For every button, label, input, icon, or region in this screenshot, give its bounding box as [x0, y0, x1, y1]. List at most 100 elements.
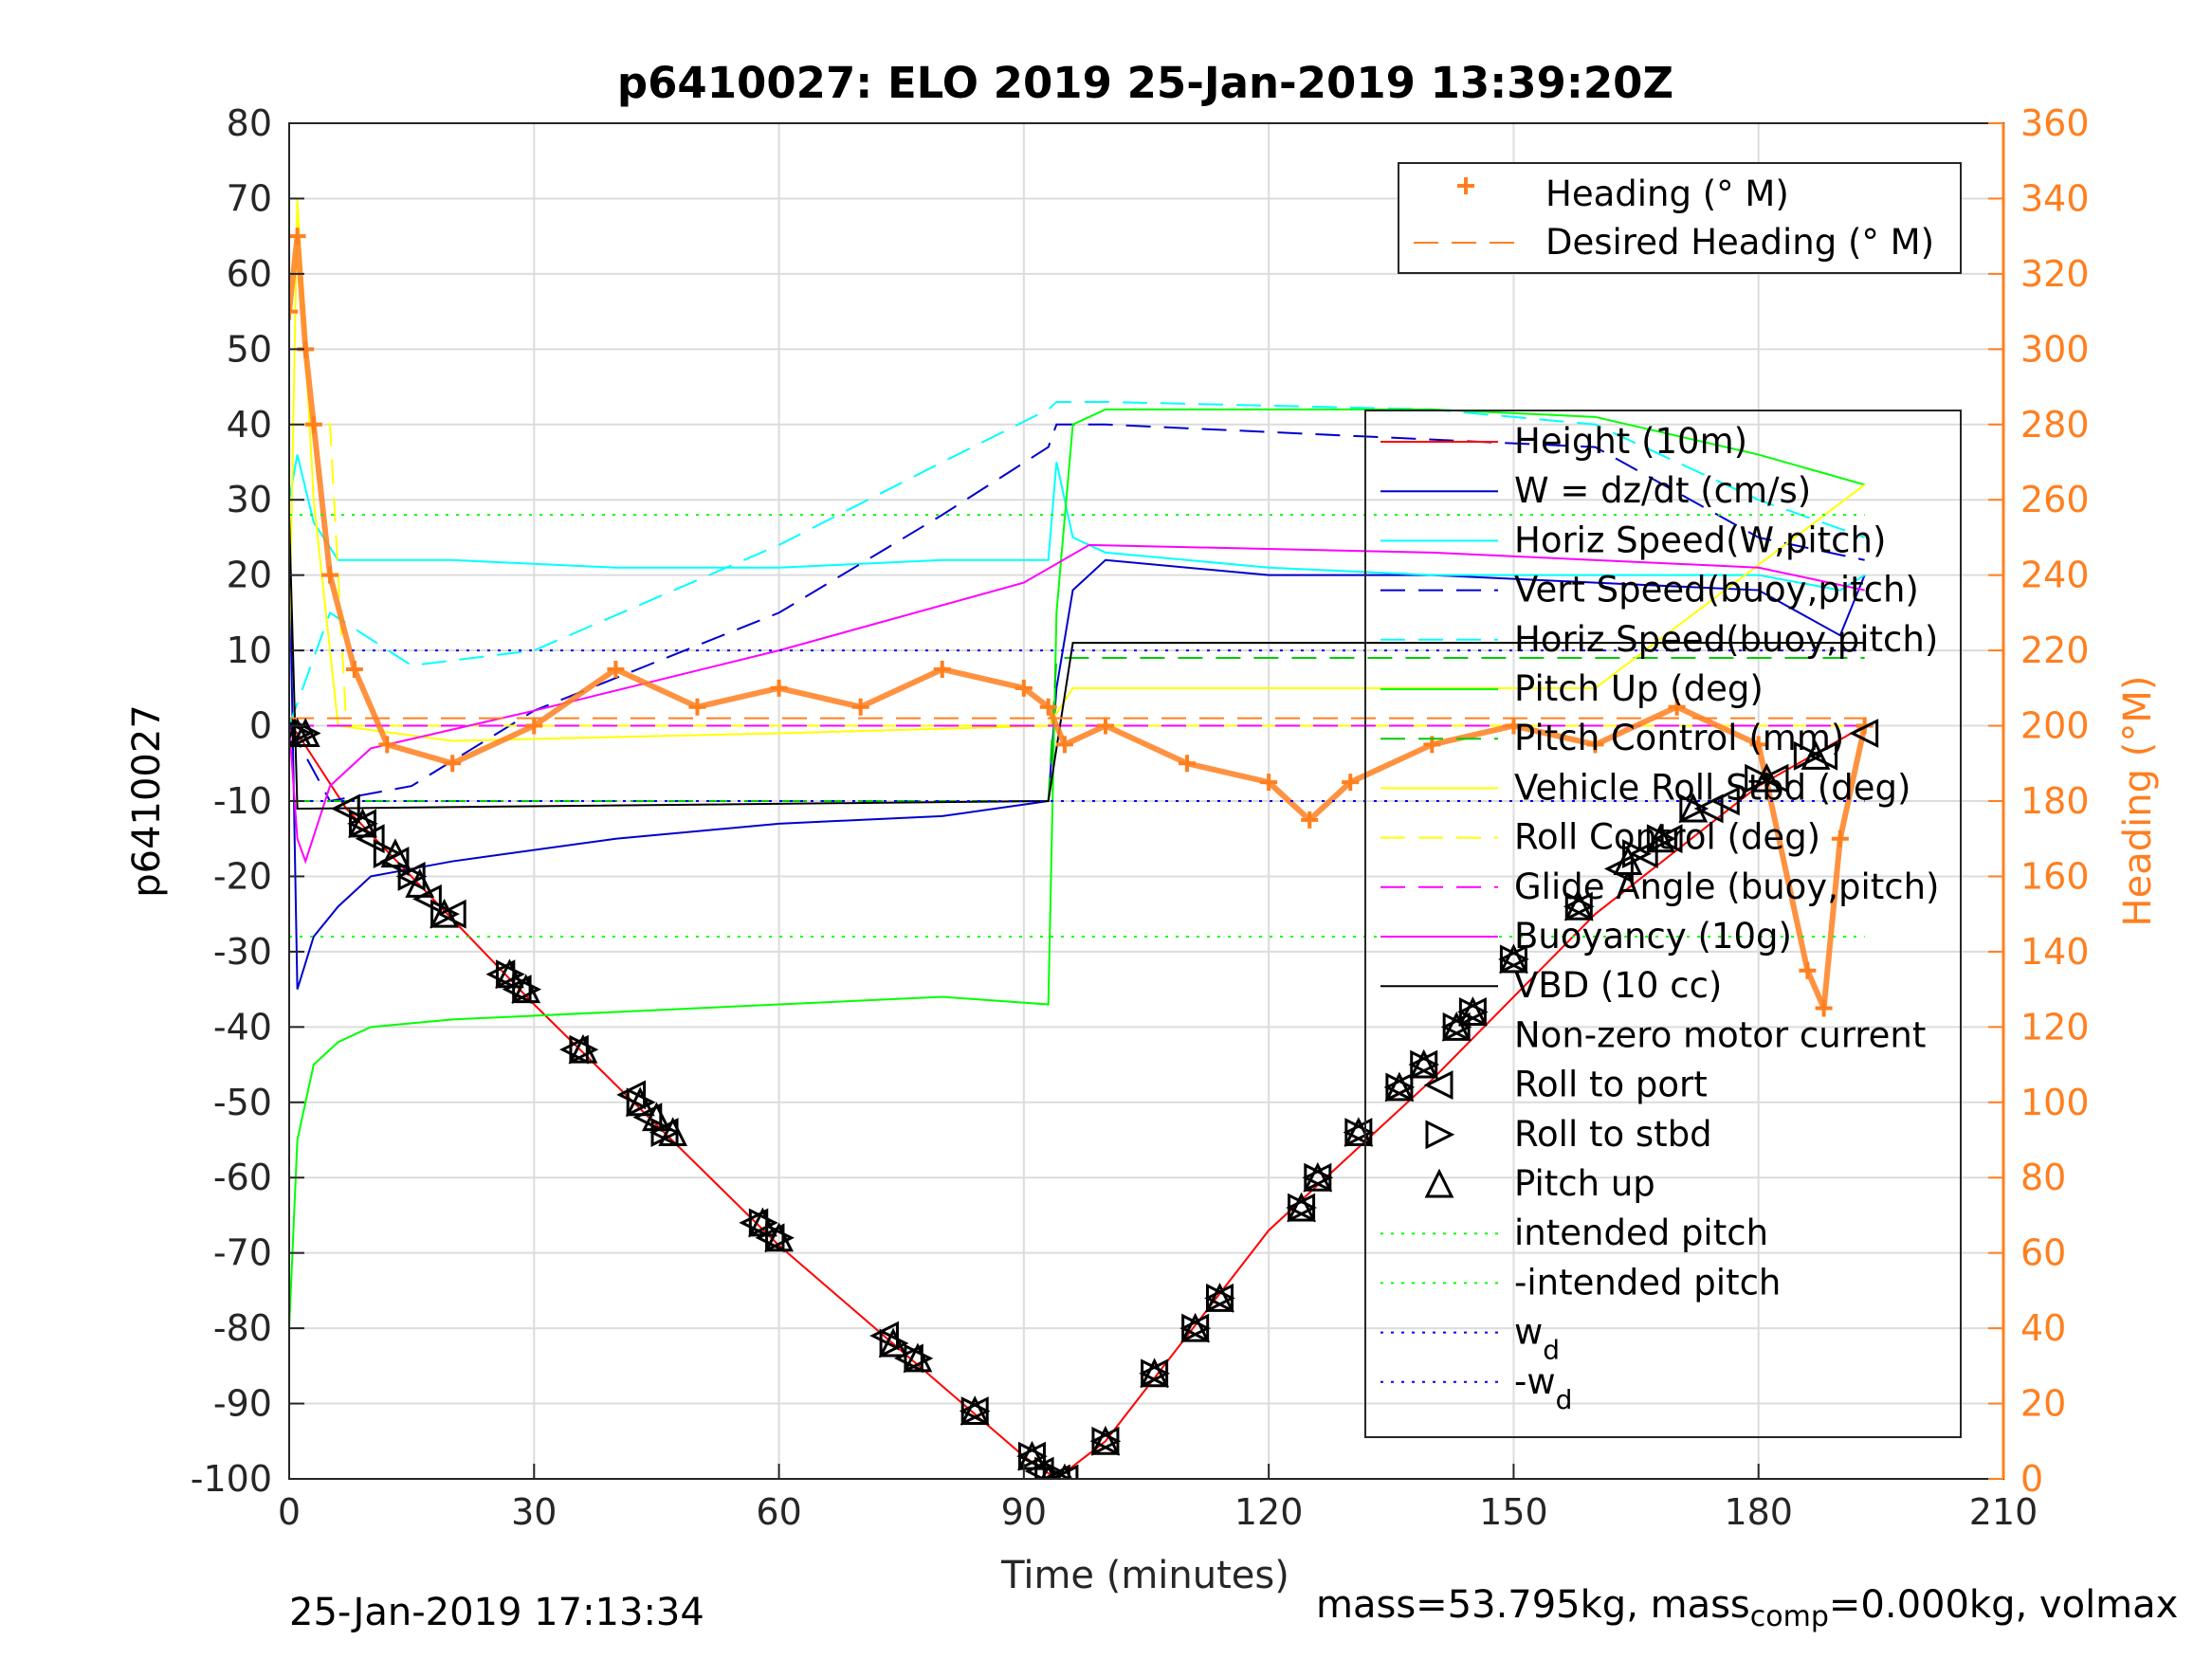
- marker-pitch-up: [348, 808, 377, 838]
- y2-tick-label: 200: [2020, 705, 2090, 747]
- marker-pitch-up: [1441, 1011, 1472, 1041]
- y-axis-left: -100-90-80-70-60-50-40-30-20-10010203040…: [191, 102, 304, 1500]
- y-tick-label: 70: [227, 177, 272, 219]
- marker-pitch-up: [960, 1395, 990, 1425]
- legend-main-label: intended pitch: [1514, 1212, 1768, 1253]
- marker-pitch-up: [1140, 1358, 1170, 1388]
- marker-roll-to-stbd: [1304, 1162, 1334, 1193]
- legend-main-label: Pitch up: [1514, 1163, 1655, 1204]
- legend-heading-label: Desired Heading (° M): [1545, 222, 1934, 263]
- marker-pitch-up: [642, 1102, 671, 1132]
- y-tick-label: 40: [227, 404, 272, 446]
- marker-pitch-up: [1751, 762, 1782, 793]
- legend-main-subscript: d: [1543, 1335, 1560, 1366]
- marker-roll-to-stbd: [1442, 1012, 1472, 1042]
- marker-roll-to-port: [869, 1321, 899, 1351]
- y2-tick-label: 340: [2020, 177, 2090, 219]
- y2-axis-label: Heading (°M): [2116, 676, 2160, 927]
- y2-tick-label: 260: [2020, 479, 2090, 520]
- legend-main-label: Roll to port: [1514, 1065, 1708, 1105]
- marker-roll-to-stbd: [1141, 1358, 1170, 1389]
- x-tick-label: 60: [756, 1491, 801, 1533]
- y2-tick-label: 80: [2020, 1157, 2066, 1198]
- marker-pitch-up: [1499, 943, 1528, 974]
- legend-main-marker-port: [1423, 1070, 1453, 1101]
- y-tick-label: -70: [213, 1232, 272, 1274]
- y-tick-label: -10: [213, 780, 272, 822]
- x-tick-label: 90: [1001, 1491, 1047, 1533]
- legend-main-label: Roll to stbd: [1514, 1114, 1712, 1155]
- y2-tick-label: 40: [2020, 1307, 2066, 1349]
- y-tick-label: -40: [213, 1006, 272, 1048]
- y-axis-right: 0 20 40 60 80 100 120 140 160 180 200 220 240 260 280 3…: [1988, 102, 2090, 1500]
- x-tick-label: 150: [1479, 1491, 1548, 1533]
- x-axis-label: Time (minutes): [1000, 1554, 1289, 1597]
- marker-roll-to-port: [355, 824, 385, 854]
- marker-roll-to-port: [616, 1080, 647, 1110]
- marker-pitch-up: [290, 718, 320, 747]
- legend-main-box: [1364, 410, 1962, 1438]
- marker-roll-to-port: [1849, 719, 1879, 748]
- footer-mass-prefix: mass=53.795kg, mass: [1316, 1583, 1750, 1627]
- marker-roll-to-stbd: [1205, 1283, 1235, 1313]
- legend-main-label: Non-zero motor current: [1514, 1014, 1926, 1055]
- marker-pitch-up: [1180, 1312, 1211, 1342]
- marker-pitch-up: [903, 1342, 933, 1373]
- marker-pitch-up: [625, 1086, 655, 1117]
- y-tick-label: -30: [213, 931, 272, 973]
- marker-roll-to-stbd: [1017, 1441, 1048, 1471]
- marker-roll-to-stbd: [1288, 1193, 1317, 1223]
- y2-tick-label: 360: [2020, 102, 2090, 144]
- marker-pitch-up: [1678, 793, 1709, 823]
- y2-tick-label: 120: [2020, 1006, 2090, 1048]
- series-horiz-speed-w-pitch: [289, 454, 1866, 592]
- legend-heading-label: Heading (° M): [1545, 173, 1789, 214]
- marker-roll-to-stbd: [1385, 1072, 1416, 1103]
- legend-heading-box: [1398, 162, 1962, 274]
- marker-roll-to-port: [959, 1396, 989, 1426]
- marker-pitch-up: [1205, 1282, 1234, 1312]
- y-tick-label: -60: [213, 1157, 272, 1198]
- legend-main-label: Glide Angle (buoy,pitch): [1514, 866, 1939, 907]
- marker-roll-to-stbd: [348, 809, 378, 839]
- legend-main-label: Pitch Up (deg): [1514, 668, 1764, 709]
- y-tick-label: -20: [213, 855, 272, 897]
- series-buoyancy-10g: [289, 543, 1865, 865]
- legend-main: Height (10m) W = dz/dt (cm/s) Horiz Speed(…: [1364, 410, 1962, 1438]
- marker-roll-to-stbd: [626, 1087, 656, 1118]
- y2-tick-label: 140: [2020, 931, 2090, 973]
- marker-roll-to-stbd: [1181, 1313, 1212, 1343]
- marker-roll-to-stbd: [1344, 1118, 1375, 1147]
- marker-roll-to-port: [1709, 786, 1740, 816]
- y2-tick-label: 160: [2020, 855, 2090, 897]
- marker-roll-to-stbd: [1679, 793, 1709, 824]
- legend-main-label: Height (10m): [1514, 421, 1747, 462]
- legend-main-label: Vehicle Roll Stbd (deg): [1514, 767, 1910, 808]
- marker-roll-to-stbd: [1042, 1464, 1072, 1479]
- y2-tick-label: 220: [2020, 629, 2090, 671]
- y-tick-label: 80: [227, 102, 272, 144]
- footer-mass: mass=53.795kg, masscomp=0.000kg, volmax: [1316, 1583, 2178, 1633]
- marker-pitch-up: [1090, 1425, 1121, 1455]
- legend-main-label: W = dz/dt (cm/s): [1514, 470, 1811, 511]
- marker-roll-to-port: [1204, 1283, 1234, 1313]
- marker-pitch-up: [1457, 996, 1488, 1026]
- footer-mass-sub: comp: [1749, 1600, 1829, 1633]
- y2-tick-label: 20: [2020, 1383, 2066, 1425]
- legend-main-label: Buoyancy (10g): [1514, 916, 1792, 957]
- x-tick-label: 30: [511, 1491, 557, 1533]
- marker-pitch-up: [878, 1327, 908, 1358]
- marker-roll-to-stbd: [1646, 824, 1676, 854]
- marker-pitch-up: [747, 1207, 777, 1237]
- series-layer: [289, 198, 1874, 1479]
- y2-tick-label: 60: [2020, 1232, 2066, 1274]
- y-tick-label: -50: [213, 1082, 272, 1123]
- marker-pitch-up: [764, 1222, 794, 1252]
- marker-roll-to-stbd: [879, 1328, 909, 1358]
- marker-roll-to-stbd: [512, 975, 542, 1005]
- marker-roll-to-stbd: [397, 862, 428, 891]
- marker-pitch-up: [430, 898, 460, 928]
- heading-trace: [289, 233, 1868, 1012]
- marker-pitch-up: [511, 974, 541, 1004]
